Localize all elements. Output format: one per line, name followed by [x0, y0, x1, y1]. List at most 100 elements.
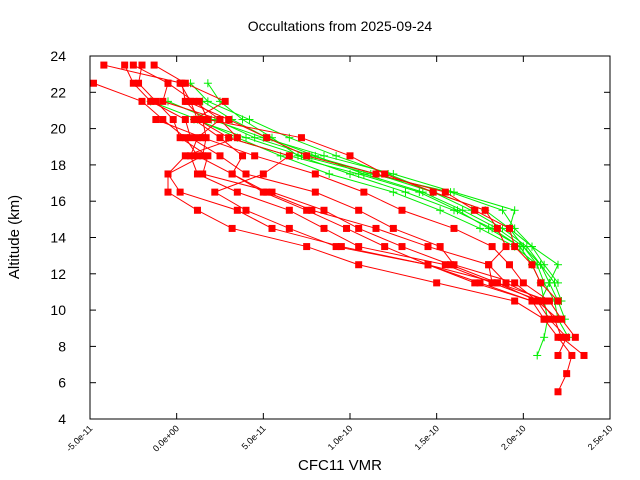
data-point-green-6 [389, 169, 398, 178]
data-point-red-3 [320, 206, 328, 214]
data-point-green-2 [554, 260, 562, 269]
data-point-red-11 [485, 261, 493, 269]
data-point-red-1 [471, 279, 479, 287]
data-point-red-7 [228, 224, 236, 232]
data-point-red-5 [311, 188, 319, 196]
data-point-red-3 [135, 79, 143, 87]
data-point-red-10 [152, 116, 160, 124]
data-point-red-5 [511, 279, 519, 287]
data-point-red-2 [441, 261, 449, 269]
y-tick-label: 24 [50, 48, 66, 64]
data-point-green-8 [453, 206, 462, 215]
data-point-red-9 [505, 224, 513, 232]
data-point-red-11 [297, 134, 305, 142]
data-point-red-7 [159, 97, 167, 105]
data-point-red-2 [580, 351, 588, 359]
data-point-red-10 [311, 170, 319, 178]
data-point-red-1 [100, 61, 108, 69]
data-point-red-6 [221, 97, 229, 105]
data-point-green-5 [554, 278, 562, 287]
data-point-red-8 [285, 224, 293, 232]
data-point-red-6 [181, 79, 189, 87]
data-point-red-5 [129, 79, 137, 87]
data-point-red-1 [337, 243, 345, 251]
data-point-green-7 [522, 242, 531, 251]
series-line-red-3 [137, 64, 576, 338]
data-point-red-9 [303, 152, 311, 160]
data-point-green-1 [401, 188, 410, 197]
data-point-red-6 [239, 152, 247, 160]
data-point-green-7 [536, 260, 545, 269]
y-tick-label: 16 [50, 193, 66, 209]
data-point-red-6 [372, 224, 380, 232]
data-point-red-1 [568, 351, 576, 359]
series-line-green-5 [193, 119, 559, 284]
y-tick-label: 12 [50, 266, 66, 282]
series-line-red-4 [93, 82, 568, 356]
data-point-red-11 [195, 97, 203, 105]
data-point-red-10 [505, 261, 513, 269]
data-point-red-2 [557, 333, 565, 341]
y-tick-label: 8 [58, 338, 66, 354]
data-point-red-4 [554, 351, 562, 359]
y-tick-label: 6 [58, 375, 66, 391]
series-line-red-6 [153, 64, 545, 302]
data-point-red-5 [436, 243, 444, 251]
data-point-red-10 [450, 224, 458, 232]
data-point-red-8 [528, 297, 536, 305]
data-point-red-11 [429, 188, 437, 196]
data-point-red-3 [204, 152, 212, 160]
y-tick-label: 14 [50, 230, 66, 246]
data-point-red-2 [193, 170, 201, 178]
data-point-red-6 [228, 170, 236, 178]
data-point-red-6 [308, 206, 316, 214]
data-point-red-8 [332, 243, 340, 251]
data-point-red-9 [225, 116, 233, 124]
data-point-red-8 [259, 170, 267, 178]
data-point-red-9 [372, 170, 380, 178]
data-point-green-5 [498, 206, 507, 215]
series-line-green-7 [214, 119, 566, 320]
data-point-red-11 [502, 243, 510, 251]
data-point-green-7 [545, 278, 554, 287]
data-point-red-4 [381, 243, 389, 251]
data-point-red-3 [355, 224, 363, 232]
data-point-red-9 [528, 261, 536, 269]
data-point-green-5 [242, 133, 250, 142]
data-point-red-10 [199, 134, 207, 142]
data-point-red-10 [488, 243, 496, 251]
data-point-red-4 [138, 97, 146, 105]
data-point-green-6 [450, 188, 458, 197]
data-point-red-3 [398, 243, 406, 251]
data-point-red-7 [540, 315, 548, 323]
chart-title: Occultations from 2025-09-24 [248, 18, 433, 34]
data-point-red-9 [537, 279, 545, 287]
data-point-red-2 [193, 134, 201, 142]
data-point-red-4 [90, 79, 97, 87]
data-point-red-8 [424, 261, 432, 269]
data-point-green-3 [436, 206, 445, 215]
data-point-red-6 [216, 134, 224, 142]
data-point-green-1 [540, 333, 549, 342]
data-point-red-2 [129, 61, 137, 69]
data-point-red-8 [211, 188, 219, 196]
data-point-red-2 [355, 243, 363, 251]
data-point-red-8 [285, 152, 293, 160]
data-point-red-4 [343, 224, 351, 232]
data-point-green-6 [320, 151, 328, 160]
data-point-red-4 [545, 315, 553, 323]
data-point-red-5 [181, 116, 189, 124]
data-point-red-9 [511, 243, 519, 251]
data-point-red-2 [320, 224, 328, 232]
data-point-red-5 [121, 61, 129, 69]
data-point-red-9 [183, 97, 191, 105]
y-tick-label: 22 [50, 84, 66, 100]
data-point-red-7 [433, 279, 441, 287]
data-point-red-4 [193, 152, 201, 160]
data-point-red-7 [511, 297, 519, 305]
data-point-red-7 [164, 188, 172, 196]
data-point-red-6 [150, 61, 158, 69]
data-point-red-7 [193, 206, 201, 214]
data-point-green-8 [415, 188, 424, 197]
